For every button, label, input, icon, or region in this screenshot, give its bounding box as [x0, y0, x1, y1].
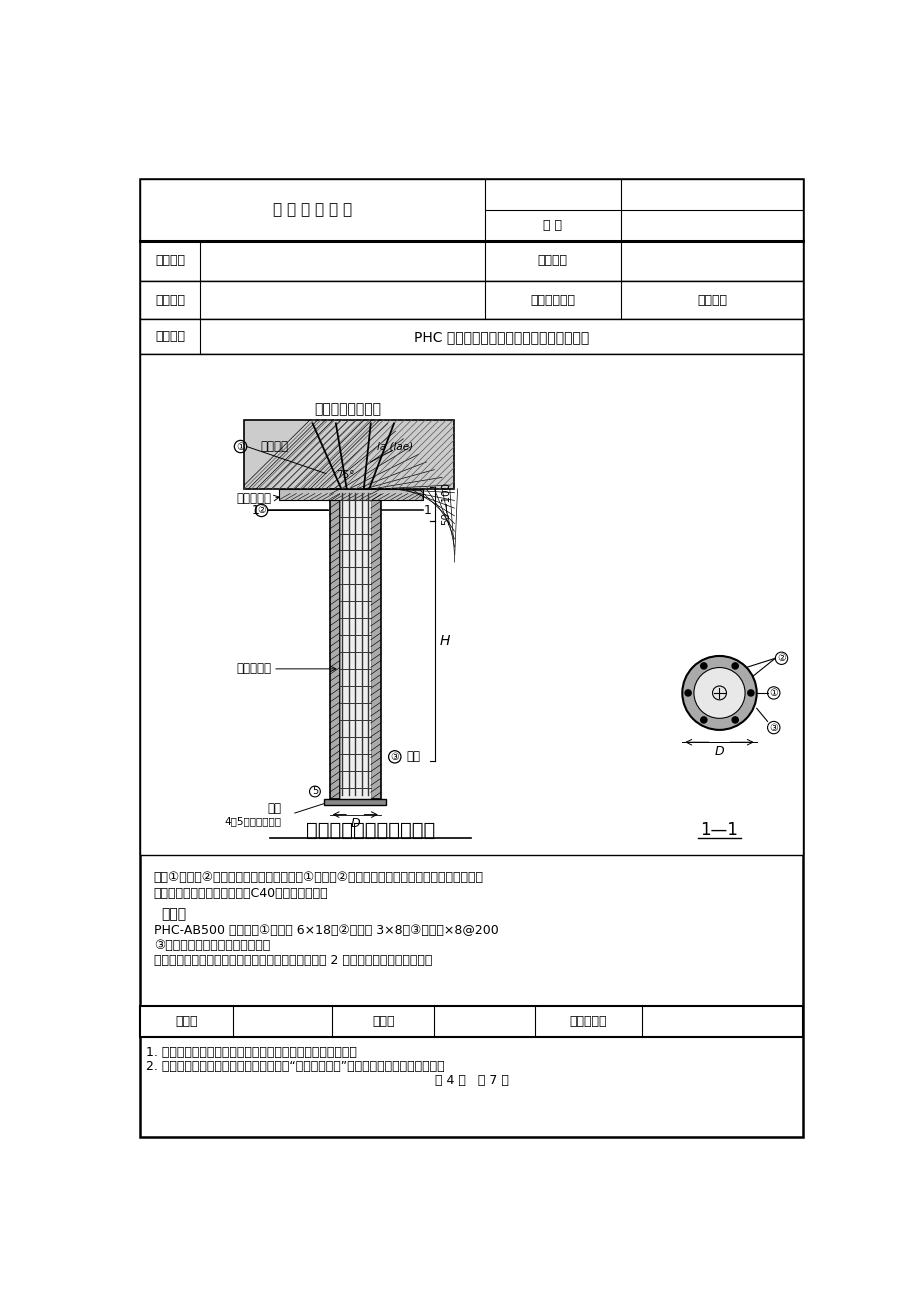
- Text: 4～5厘圆薄钉板）: 4～5厘圆薄钉板）: [224, 816, 281, 825]
- Text: ①: ①: [768, 687, 777, 698]
- Text: 2. 当做分项工程施工技术交底时，应填写“分项工程名称”栏，其他技术交底可不填写。: 2. 当做分项工程施工技术交底时，应填写“分项工程名称”栏，其他技术交底可不填写…: [146, 1060, 444, 1073]
- Text: 接受交底人: 接受交底人: [569, 1016, 607, 1029]
- Bar: [140, 319, 802, 354]
- Text: ②: ②: [256, 505, 266, 516]
- Text: 1: 1: [423, 504, 431, 517]
- Text: ①: ①: [236, 441, 244, 452]
- Text: ③: ③: [768, 723, 777, 733]
- Text: 基础承台或基础梁: 基础承台或基础梁: [313, 402, 380, 415]
- Text: PHC 管桩不截桩、截桩、接桩施工技术交底: PHC 管桩不截桩、截桩、接桩施工技术交底: [414, 329, 589, 344]
- Text: PHC-AB500 桩类型：①号钉筋 6×18，②号钉筋 3×8；③号钉筋×8@200: PHC-AB500 桩类型：①号钉筋 6×18，②号钉筋 3×8；③号钉筋×8@…: [153, 923, 498, 936]
- Text: 配筋：: 配筋：: [162, 907, 187, 922]
- Text: 5: 5: [312, 786, 318, 797]
- Bar: [339, 488, 370, 799]
- Text: 工程名称: 工程名称: [155, 254, 185, 267]
- Bar: [329, 488, 339, 799]
- Bar: [140, 180, 802, 241]
- Bar: [323, 799, 386, 806]
- Circle shape: [693, 668, 744, 719]
- Text: 托板: 托板: [267, 802, 281, 815]
- Text: 截桩桩顶与承台连接详图: 截桩桩顶与承台连接详图: [306, 820, 435, 840]
- Circle shape: [685, 690, 690, 697]
- Text: 交底人: 交底人: [371, 1016, 394, 1029]
- Circle shape: [700, 717, 706, 723]
- Text: 注：①号筋与②号筋沿管桩四周均匀布置，①号筋与②号筋和托板焊接劳固，托板尺寸略小于管: 注：①号筋与②号筋沿管桩四周均匀布置，①号筋与②号筋和托板焊接劳固，托板尺寸略小…: [153, 871, 483, 884]
- Text: ③接桩桩顶与承台连接详图如下：: ③接桩桩顶与承台连接详图如下：: [153, 939, 269, 952]
- Text: 桩顶标高低于承台设计标高时，当两者标高相差少于 2 倍桩径时，按照下图处理：: 桩顶标高低于承台设计标高时，当两者标高相差少于 2 倍桩径时，按照下图处理：: [153, 954, 432, 967]
- Bar: [244, 419, 454, 488]
- Text: 混凝土垫层: 混凝土垫层: [236, 492, 271, 505]
- Text: 交底提要: 交底提要: [155, 331, 185, 344]
- Text: H: H: [438, 634, 449, 648]
- Text: 编 号: 编 号: [543, 219, 562, 232]
- Circle shape: [747, 690, 754, 697]
- Text: la (lae): la (lae): [377, 441, 414, 452]
- Text: 分项工程名称: 分项工程名称: [529, 294, 574, 307]
- Text: ②: ②: [777, 654, 785, 663]
- Text: 审核人: 审核人: [175, 1016, 198, 1029]
- Circle shape: [700, 663, 706, 669]
- Text: 填芜混凝土: 填芜混凝土: [236, 663, 271, 676]
- Text: 锂固钉筋: 锂固钉筋: [260, 440, 288, 453]
- Text: 1. 本表由施工单位填写，交底单位与接受交底单位各存一份。: 1. 本表由施工单位填写，交底单位与接受交底单位各存一份。: [146, 1046, 357, 1059]
- Text: 1—1: 1—1: [699, 822, 738, 838]
- Wedge shape: [682, 656, 756, 730]
- Bar: [140, 241, 802, 281]
- Text: 第 4 页   共 7 页: 第 4 页 共 7 页: [434, 1074, 508, 1087]
- Text: 75°: 75°: [335, 470, 354, 480]
- Text: 桩内径。桩填芜混凝土应采用C40微膨胀混凝土。: 桩内径。桩填芜混凝土应采用C40微膨胀混凝土。: [153, 887, 328, 900]
- Text: 1: 1: [252, 504, 260, 517]
- Bar: [279, 488, 423, 500]
- Text: 技 术 交 底 记 录: 技 术 交 底 记 录: [272, 203, 351, 217]
- Text: 50—100: 50—100: [441, 482, 451, 526]
- Circle shape: [732, 663, 737, 669]
- Text: D: D: [714, 745, 723, 758]
- Bar: [370, 488, 380, 799]
- Text: 交底日期: 交底日期: [538, 254, 567, 267]
- Bar: [140, 1006, 802, 1038]
- Bar: [140, 354, 802, 854]
- Text: D: D: [350, 816, 359, 829]
- Circle shape: [732, 717, 737, 723]
- Text: 管桩: 管桩: [406, 750, 420, 763]
- Text: 基础工程: 基础工程: [697, 294, 726, 307]
- Text: ③: ③: [390, 751, 399, 762]
- Text: 施工单位: 施工单位: [155, 294, 185, 307]
- Bar: [140, 281, 802, 319]
